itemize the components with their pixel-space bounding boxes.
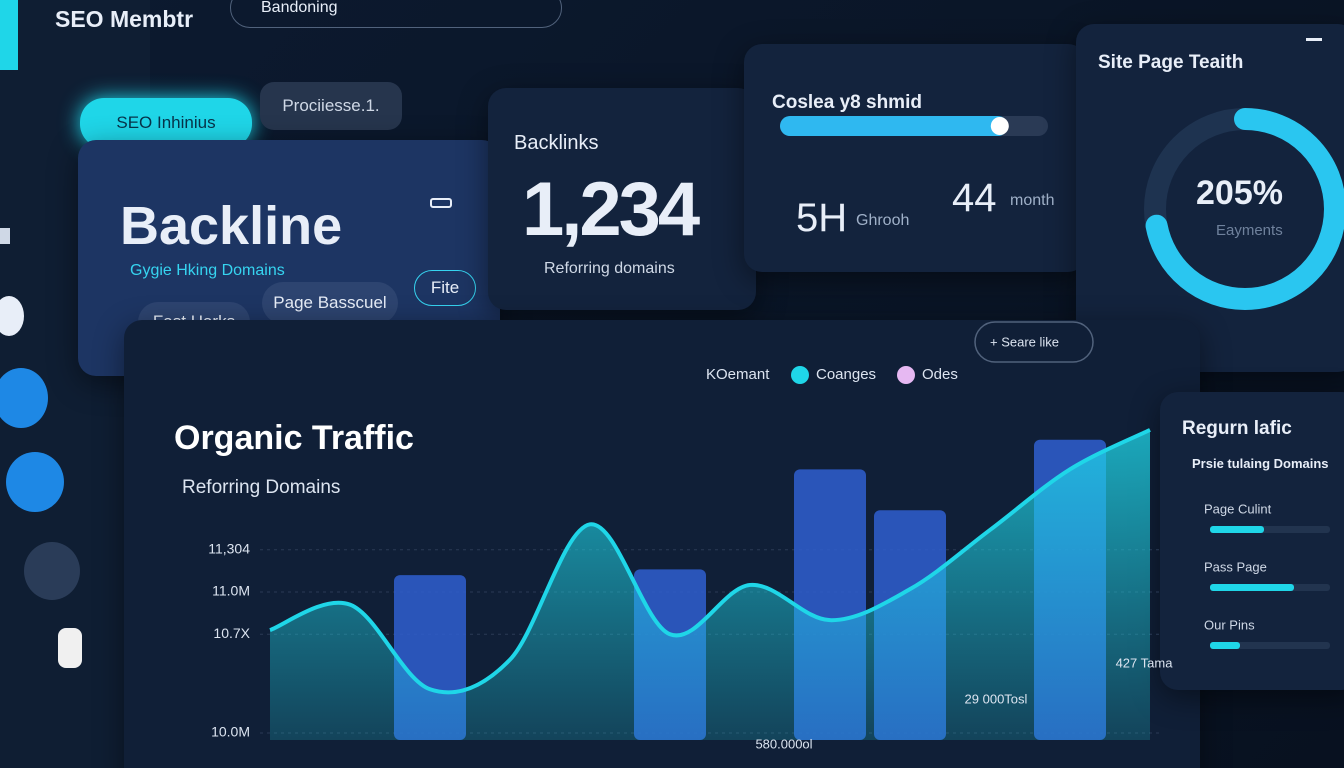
donut xyxy=(1144,108,1344,310)
item-bar xyxy=(1210,642,1240,649)
y-tick-label: 10.0M xyxy=(211,724,250,740)
item-bar xyxy=(1210,584,1294,591)
card-title: Backlinks xyxy=(514,132,599,154)
y-tick-label: 11.0M xyxy=(212,583,250,599)
x-label: 29 000Tosl xyxy=(965,691,1028,706)
chart-title: Organic Traffic xyxy=(174,419,414,457)
chip[interactable]: Page Basscuel xyxy=(262,282,398,324)
card-title: Backline xyxy=(120,196,343,256)
icon[interactable] xyxy=(0,296,24,336)
search-text: Bandoning xyxy=(261,0,338,16)
card-subtitle: Prsie tulaing Domains xyxy=(1192,456,1329,471)
legend-label: Coanges xyxy=(816,366,876,383)
return-card: Regurn lafic Prsie tulaing Domains Page … xyxy=(1160,392,1344,690)
progress-fill xyxy=(780,116,1008,136)
chart-button[interactable] xyxy=(974,321,1094,363)
dropdown[interactable] xyxy=(430,198,452,208)
x-label: 580.000ol xyxy=(755,736,812,751)
legend-label: Odes xyxy=(922,366,958,383)
icon[interactable] xyxy=(6,452,64,512)
return-bars: Page Culint Pass Page Our Pins xyxy=(1204,501,1330,649)
tab[interactable]: SEO Inhinius xyxy=(80,98,252,148)
stat-value: 44 xyxy=(952,176,997,220)
cursor-icon xyxy=(58,628,82,668)
menu-icon[interactable] xyxy=(1306,38,1322,41)
card-title: Coslea y8 shmid xyxy=(772,92,922,113)
chart-button-label: + Seare like xyxy=(990,334,1059,349)
icon[interactable] xyxy=(24,542,80,600)
item-label: Pass Page xyxy=(1204,559,1267,574)
stat-value: 5H xyxy=(796,196,848,240)
item-label: Our Pins xyxy=(1204,617,1255,632)
tab[interactable]: Prociiesse.1. xyxy=(260,82,402,130)
progress-bar xyxy=(780,116,1048,136)
legend-dot xyxy=(897,366,915,384)
health-card: Site Page Teaith 205% Eayments xyxy=(1076,24,1344,372)
sidebar-accent xyxy=(0,0,18,70)
item-bar xyxy=(1210,526,1264,533)
item-track xyxy=(1210,642,1330,649)
card-title: Regurn lafic xyxy=(1182,418,1292,439)
button[interactable]: Fite xyxy=(414,270,476,306)
y-tick-label: 10.7X xyxy=(213,625,250,641)
icon xyxy=(0,228,10,244)
x-label: 427 Tama xyxy=(1116,655,1174,670)
stat-unit: month xyxy=(1010,192,1055,209)
metric-value: 1,234 xyxy=(522,167,700,252)
donut-value: 205% xyxy=(1196,174,1283,212)
y-tick-label: 11,304 xyxy=(208,540,250,556)
chart-subtitle: Reforring Domains xyxy=(182,477,340,498)
legend-label: KOemant xyxy=(706,366,770,383)
legend-dot xyxy=(791,366,809,384)
card-title: Site Page Teaith xyxy=(1098,52,1244,73)
progress-knob xyxy=(990,117,1009,135)
area xyxy=(270,429,1150,740)
icon[interactable] xyxy=(0,368,48,428)
ring-fill xyxy=(1144,108,1344,310)
donut-label: Eayments xyxy=(1216,222,1283,239)
progress-card: Coslea y8 shmid 5H Ghrooh 44 month xyxy=(744,44,1086,272)
metric-label: Reforring domains xyxy=(544,260,675,277)
stat-unit: Ghrooh xyxy=(856,212,910,229)
item-label: Page Culint xyxy=(1204,501,1272,516)
logo: SEO Membtr xyxy=(55,6,194,32)
backlinks-card: Backlinks 1,234 Reforring domains xyxy=(488,88,756,310)
area-line xyxy=(269,428,1151,695)
card-subtitle: Gygie Hking Domains xyxy=(130,262,285,279)
